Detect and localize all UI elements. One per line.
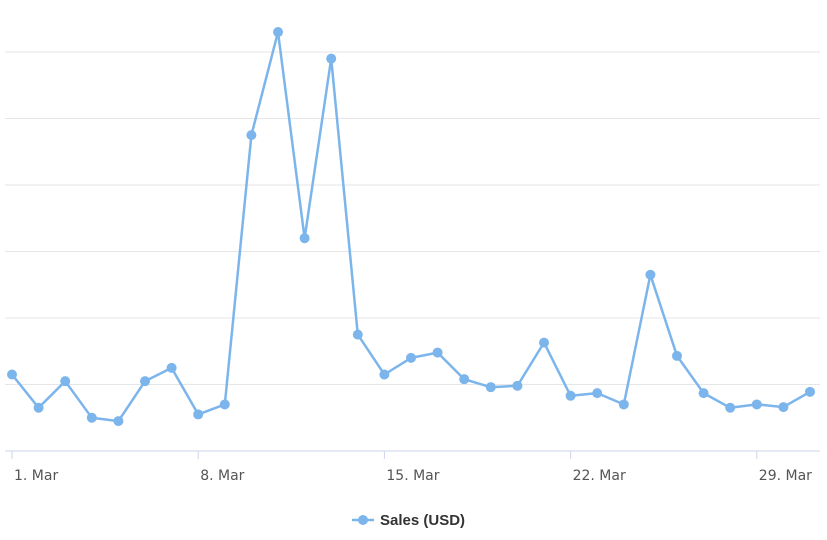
data-point[interactable] bbox=[246, 130, 257, 141]
data-point[interactable] bbox=[512, 380, 523, 391]
data-point[interactable] bbox=[672, 350, 682, 361]
grid bbox=[5, 51, 820, 452]
data-point[interactable] bbox=[698, 388, 709, 399]
data-point[interactable] bbox=[459, 374, 470, 385]
data-point[interactable] bbox=[592, 388, 603, 399]
x-axis: 1. Mar 8. Mar 15. Mar 22. Mar 29. Mar bbox=[11, 451, 812, 484]
data-point[interactable] bbox=[86, 412, 97, 423]
x-tick-label: 22. Mar bbox=[573, 468, 626, 484]
data-point[interactable] bbox=[166, 362, 177, 373]
data-point[interactable] bbox=[406, 352, 416, 363]
x-tick-label: 8. Mar bbox=[200, 468, 244, 484]
data-point[interactable] bbox=[751, 399, 762, 410]
data-point[interactable] bbox=[805, 386, 815, 397]
data-point[interactable] bbox=[193, 409, 204, 420]
data-point[interactable] bbox=[60, 376, 71, 387]
data-point[interactable] bbox=[778, 402, 789, 413]
data-point[interactable] bbox=[7, 369, 17, 380]
legend-marker-icon bbox=[358, 515, 368, 525]
data-point[interactable] bbox=[326, 53, 337, 64]
legend[interactable]: Sales (USD) bbox=[352, 512, 465, 529]
series-layer bbox=[7, 27, 815, 427]
x-tick-label: 29. Mar bbox=[759, 468, 812, 484]
x-tick-label: 15. Mar bbox=[386, 468, 439, 484]
data-point[interactable] bbox=[432, 347, 443, 358]
data-point[interactable] bbox=[219, 399, 230, 410]
data-point[interactable] bbox=[299, 233, 310, 244]
x-tick-label: 1. Mar bbox=[14, 468, 58, 484]
data-point[interactable] bbox=[379, 369, 390, 380]
legend-label[interactable]: Sales (USD) bbox=[380, 512, 465, 529]
data-point[interactable] bbox=[645, 269, 656, 280]
data-point[interactable] bbox=[113, 416, 124, 427]
data-point[interactable] bbox=[618, 399, 629, 410]
data-point[interactable] bbox=[725, 402, 736, 413]
data-point[interactable] bbox=[565, 390, 576, 401]
data-point[interactable] bbox=[33, 402, 44, 413]
data-point[interactable] bbox=[352, 329, 363, 340]
data-point[interactable] bbox=[485, 382, 496, 393]
data-point[interactable] bbox=[273, 27, 283, 38]
data-point[interactable] bbox=[539, 337, 549, 348]
data-point[interactable] bbox=[140, 376, 150, 387]
